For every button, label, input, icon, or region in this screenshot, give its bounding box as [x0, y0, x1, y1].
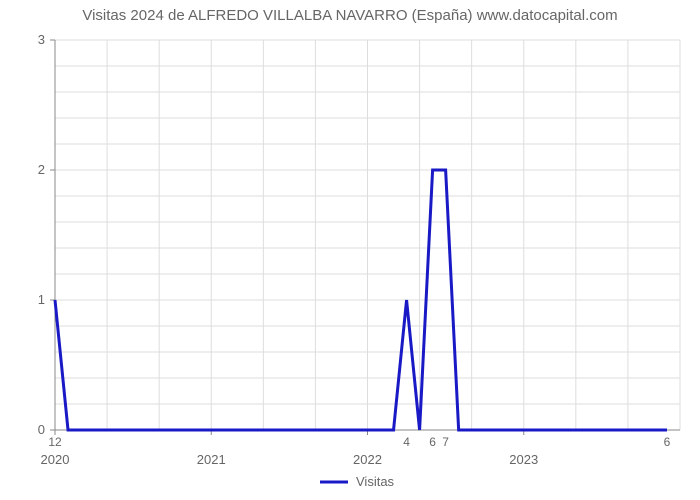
chart-title: Visitas 2024 de ALFREDO VILLALBA NAVARRO… [82, 7, 617, 24]
y-tick-label: 3 [38, 32, 45, 47]
x-month-label: 7 [442, 435, 449, 449]
y-tick-label: 2 [38, 162, 45, 177]
x-month-label: 4 [403, 435, 410, 449]
x-year-label: 2022 [353, 452, 382, 467]
x-month-label: 6 [664, 435, 671, 449]
x-month-label: 12 [48, 435, 62, 449]
legend-label: Visitas [356, 474, 395, 489]
x-year-label: 2020 [41, 452, 70, 467]
chart-container: 01231246762020202120222023Visitas 2024 d… [0, 0, 700, 500]
chart-bg [0, 0, 700, 500]
x-month-label: 6 [429, 435, 436, 449]
line-chart: 01231246762020202120222023Visitas 2024 d… [0, 0, 700, 500]
x-year-label: 2023 [509, 452, 538, 467]
y-tick-label: 1 [38, 292, 45, 307]
x-year-label: 2021 [197, 452, 226, 467]
y-tick-label: 0 [38, 422, 45, 437]
